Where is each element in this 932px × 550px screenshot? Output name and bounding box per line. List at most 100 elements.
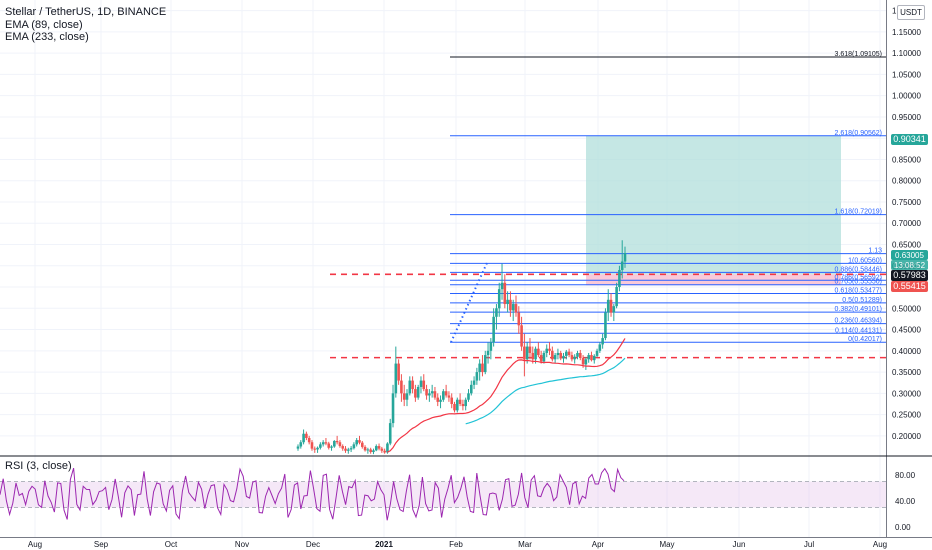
candle-body <box>475 372 479 381</box>
fib-extension: 3.618(1.09105) 2.618(0.90562) 1.618(0.7201… <box>450 51 886 343</box>
candle-body <box>349 448 353 450</box>
candle-body <box>618 270 621 288</box>
candle-body <box>347 449 350 451</box>
candle-body <box>517 312 521 326</box>
position-zones <box>586 135 841 286</box>
candlestick-series <box>296 240 627 455</box>
candle-body <box>305 433 308 438</box>
countdown-tag: 13:08:52 <box>891 260 928 270</box>
candle-body <box>380 448 384 451</box>
price-tick-label: 0.40000 <box>892 347 921 356</box>
candle-body <box>324 442 328 444</box>
price-tick-label: 1.15000 <box>892 28 921 37</box>
price-tick-label: 0.20000 <box>892 432 921 441</box>
candle-body <box>302 433 305 443</box>
candle-body <box>310 442 314 449</box>
ema89-legend: EMA (89, close) <box>5 19 83 31</box>
candle-body <box>419 380 423 387</box>
candle-body <box>559 352 563 359</box>
candle-body <box>456 399 459 411</box>
candle-body <box>500 282 504 290</box>
candle-body <box>489 342 493 351</box>
candle-body <box>383 450 386 453</box>
candle-body <box>548 348 551 351</box>
level-price-tag: 0.57983 <box>891 270 928 281</box>
candle-body <box>391 393 395 424</box>
target-price-tag: 0.90341 <box>891 134 928 145</box>
candle-body <box>366 449 370 451</box>
candle-body <box>408 380 412 394</box>
candle-body <box>411 380 414 390</box>
price-tick-label: 0.95000 <box>892 113 921 122</box>
dotted-trendline <box>450 262 488 343</box>
price-tick-label: 0.75000 <box>892 198 921 207</box>
candle-body <box>369 449 372 453</box>
candle-body <box>299 442 303 447</box>
candle-body <box>609 299 613 313</box>
price-tick-label: 1.00000 <box>892 92 921 101</box>
time-tick-label: Jun <box>733 540 746 549</box>
price-tick-label: 0.70000 <box>892 219 921 228</box>
candle-body <box>327 443 331 448</box>
candle-body <box>467 393 470 400</box>
price-tick-label: 0.35000 <box>892 368 921 377</box>
fib-label: 1.618(0.72019) <box>835 209 882 216</box>
candle-body <box>584 359 588 365</box>
candle-body <box>620 261 624 271</box>
candle-body <box>590 355 593 361</box>
currency-badge[interactable]: USDT <box>897 5 925 20</box>
candle-body <box>453 403 456 411</box>
candle-body <box>386 443 389 453</box>
price-tick-label: 0.50000 <box>892 304 921 313</box>
time-tick-label: Mar <box>518 540 532 549</box>
fib-label: 0.114(0.44131) <box>835 327 882 334</box>
candle-body <box>363 446 367 451</box>
fib-label: 0(0.42017) <box>848 336 882 343</box>
fib-label: 0.786(0.56592) <box>835 274 882 281</box>
candle-body <box>439 399 442 402</box>
stop-price-tag: 0.55415 <box>891 281 928 292</box>
horizontal-lines <box>330 262 886 359</box>
candle-body <box>344 448 347 451</box>
fib-label: 0.886(0.58446) <box>835 266 882 273</box>
candle-body <box>450 397 454 404</box>
candle-body <box>428 393 431 396</box>
candle-body <box>506 299 509 305</box>
candle-body <box>520 325 523 347</box>
candle-body <box>612 306 616 313</box>
time-tick-label: Apr <box>592 540 605 549</box>
candle-body <box>587 355 590 360</box>
candle-body <box>531 352 535 360</box>
time-tick-label: Oct <box>165 540 178 549</box>
candle-body <box>405 393 409 400</box>
time-tick-label: Feb <box>449 540 463 549</box>
candle-body <box>481 363 484 373</box>
price-tick-label: 0.30000 <box>892 389 921 398</box>
candle-body <box>576 352 579 357</box>
ema89-line <box>387 338 626 453</box>
candle-body <box>523 346 526 360</box>
candle-body <box>570 355 574 360</box>
fib-label: 2.618(0.90562) <box>835 130 882 137</box>
rsi-pane <box>0 467 886 521</box>
candle-body <box>525 346 529 360</box>
candle-body <box>573 356 576 360</box>
candle-body <box>402 393 406 400</box>
candle-body <box>595 350 599 356</box>
candle-body <box>374 446 378 451</box>
candle-body <box>335 440 339 443</box>
candle-body <box>319 444 322 448</box>
candle-body <box>296 446 300 449</box>
candle-body <box>388 423 392 444</box>
candle-body <box>422 380 426 390</box>
candle-body <box>497 289 501 309</box>
time-tick-label: Aug <box>873 540 887 549</box>
candle-body <box>537 348 540 356</box>
candle-body <box>606 299 610 313</box>
time-tick-label: Nov <box>235 540 249 549</box>
candle-body <box>503 282 507 305</box>
time-tick-label: Sep <box>94 540 109 549</box>
candle-body <box>355 440 358 445</box>
candle-body <box>416 386 420 398</box>
